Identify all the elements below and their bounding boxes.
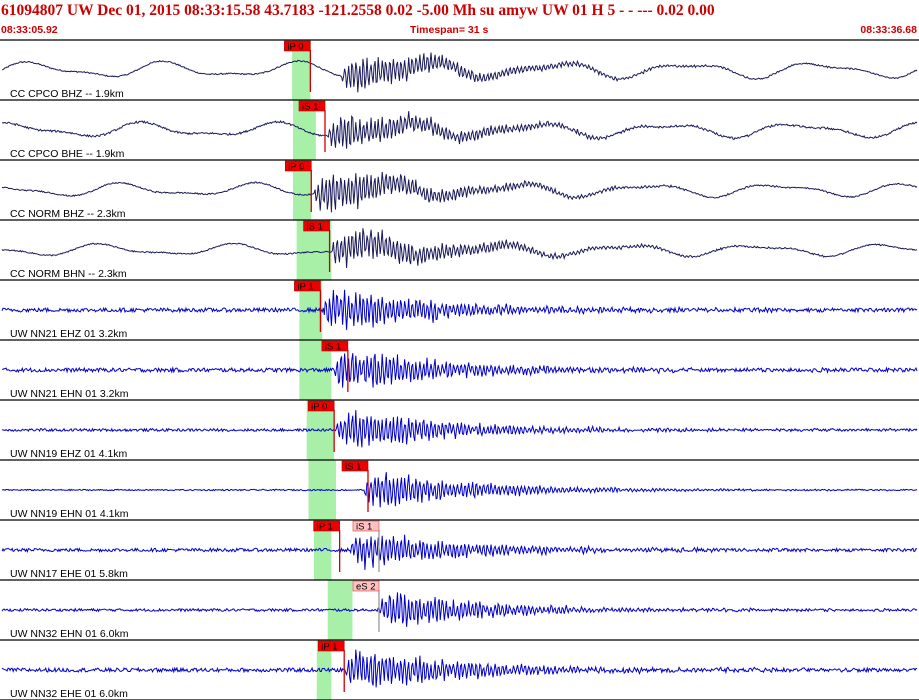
trace-row[interactable]: iP 0 CC CPCO BHZ -- 1.9km — [0, 39, 919, 100]
waveform-trace — [1, 111, 918, 149]
phase-pick-tag[interactable] — [284, 160, 312, 172]
waveform-trace — [1, 52, 918, 93]
waveform-trace — [1, 410, 918, 448]
channel-label: UW NN19 EHZ 01 4.1km — [10, 448, 128, 460]
waveform-trace — [1, 171, 918, 213]
phase-pick-tag[interactable] — [341, 460, 369, 472]
phase-pick-tag[interactable] — [294, 280, 321, 292]
phase-pick-tag[interactable] — [352, 520, 380, 532]
phase-pick-label: iS 1 — [307, 222, 323, 233]
trace-row[interactable]: iP 0 UW NN19 EHZ 01 4.1km — [0, 399, 919, 460]
event-header: 61094807 UW Dec 01, 2015 08:33:15.58 43.… — [0, 0, 919, 24]
phase-pick-tag[interactable] — [313, 520, 340, 532]
trace-row[interactable]: iP 1 UW NN21 EHZ 01 3.2km — [0, 279, 919, 340]
channel-label: UW NN32 EHN 01 6.0km — [10, 628, 129, 640]
channel-label: UW NN19 EHN 01 4.1km — [10, 508, 129, 520]
event-summary-title: 61094807 UW Dec 01, 2015 08:33:15.58 43.… — [1, 2, 715, 19]
phase-pick-tag[interactable] — [307, 400, 335, 412]
phase-pick-tag[interactable] — [284, 40, 311, 52]
channel-label: UW NN17 EHE 01 5.8km — [10, 568, 128, 580]
phase-pick-label: iP 0 — [287, 42, 303, 53]
phase-pick-tag[interactable] — [317, 640, 345, 652]
channel-label: UW NN21 EHZ 01 3.2km — [10, 328, 128, 340]
start-time-label: 08:33:05.92 — [1, 24, 58, 36]
phase-pick-label: iS 1 — [345, 462, 361, 473]
waveform-trace — [2, 353, 918, 388]
phase-pick-tag[interactable] — [352, 580, 380, 592]
timespan-label: Timespan= 31 s — [410, 24, 489, 36]
waveform-trace — [1, 228, 918, 269]
phase-pick-label: iS 1 — [302, 102, 318, 113]
trace-row[interactable]: iS 1 CC NORM BHN -- 2.3km — [0, 219, 919, 280]
phase-pick-tag[interactable] — [321, 340, 349, 352]
trace-row[interactable]: iS 1 CC CPCO BHE -- 1.9km — [0, 99, 919, 160]
phase-pick-tag[interactable] — [298, 100, 326, 112]
pick-window-highlight — [316, 640, 332, 700]
channel-label: CC CPCO BHZ -- 1.9km — [10, 88, 124, 100]
phase-pick-label: iP 0 — [311, 402, 327, 413]
trace-row[interactable]: eS 2 UW NN32 EHN 01 6.0km — [0, 579, 919, 640]
phase-pick-label: iP 1 — [321, 642, 337, 653]
phase-pick-label: iS 1 — [356, 522, 372, 533]
pick-window-highlight — [292, 160, 312, 220]
waveform-trace — [1, 534, 918, 570]
waveform-trace — [1, 289, 918, 330]
waveform-trace — [1, 472, 918, 508]
channel-label: UW NN32 EHE 01 6.0km — [10, 688, 128, 700]
phase-pick-tag[interactable] — [303, 220, 330, 232]
trace-row[interactable]: iP 1 UW NN32 EHE 01 6.0km — [0, 639, 919, 700]
trace-row[interactable]: iP 1 iS 1 UW NN17 EHE 01 5.8km — [0, 519, 919, 580]
phase-pick-label: iS 1 — [325, 342, 341, 353]
phase-pick-label: iP 1 — [317, 522, 333, 533]
waveform-trace — [1, 592, 918, 627]
phase-pick-label: eS 2 — [356, 582, 376, 593]
channel-label: CC NORM BHN -- 2.3km — [10, 268, 127, 280]
phase-pick-label: iP 0 — [288, 162, 304, 173]
trace-row[interactable]: iS 1 UW NN21 EHN 01 3.2km — [0, 339, 919, 400]
pick-window-highlight — [292, 40, 311, 100]
end-time-label: 08:33:36.68 — [860, 24, 917, 36]
trace-row[interactable]: iP 0 CC NORM BHZ -- 2.3km — [0, 159, 919, 220]
trace-row[interactable]: iS 1 UW NN19 EHN 01 4.1km — [0, 459, 919, 520]
phase-pick-label: iP 1 — [297, 282, 313, 293]
channel-label: UW NN21 EHN 01 3.2km — [10, 388, 129, 400]
waveform-trace — [1, 649, 918, 688]
channel-label: CC CPCO BHE -- 1.9km — [10, 148, 125, 160]
channel-label: CC NORM BHZ -- 2.3km — [10, 208, 126, 220]
